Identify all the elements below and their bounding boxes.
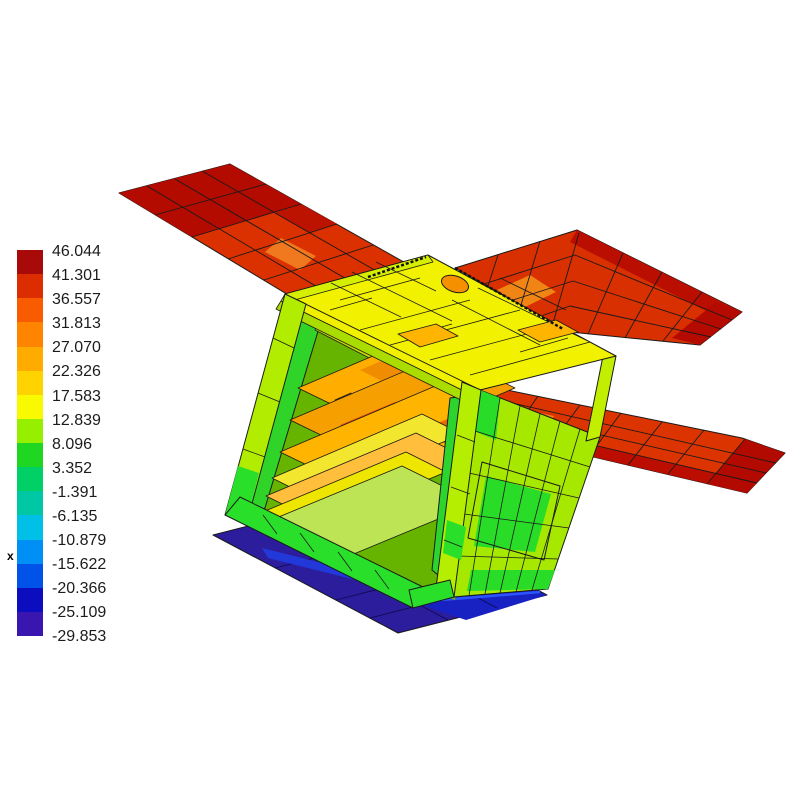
colorbar-tick-label: -6.135 [52, 508, 98, 525]
colorbar-tick-label: -10.879 [52, 532, 107, 549]
body-frame [224, 293, 482, 609]
colorbar-band [17, 370, 43, 395]
colorbar-tick-label: -29.853 [52, 628, 107, 645]
colorbar-band [17, 587, 43, 612]
colorbar-tick-label: 12.839 [52, 412, 101, 429]
colorbar-tick-label: -20.366 [52, 580, 107, 597]
colorbar-band [17, 346, 43, 371]
colorbar-band [17, 394, 43, 419]
right-face-panel-seam [467, 461, 561, 561]
colorbar-band [17, 274, 43, 299]
colorbar-tick-label: 17.583 [52, 388, 101, 405]
colorbar-band [17, 491, 43, 516]
colorbar [17, 250, 43, 636]
lower-wing-grid [476, 395, 777, 485]
body-right-face [452, 350, 617, 598]
colorbar-tick-label: 31.813 [52, 315, 101, 332]
top-face-mesh [329, 261, 591, 376]
colorbar-tick-label: 27.070 [52, 339, 101, 356]
colorbar-tick-label: 22.326 [52, 363, 101, 380]
body-top-face [284, 254, 617, 391]
top-antenna-patch [440, 274, 470, 294]
colorbar-tick-label: 46.044 [52, 243, 101, 260]
upper-right-solar-wing [454, 229, 743, 346]
colorbar-tick-label: -1.391 [52, 484, 98, 501]
colorbar-band [17, 515, 43, 540]
colorbar-band [17, 418, 43, 443]
colorbar-band [17, 322, 43, 347]
colorbar-tick-label: 41.301 [52, 267, 101, 284]
colorbar-band [17, 298, 43, 323]
colorbar-band [17, 250, 43, 275]
bottom-rim-right [408, 579, 455, 609]
colorbar-tick-label: 8.096 [52, 436, 93, 453]
colorbar-band [17, 443, 43, 468]
colorbar-tick-label: -15.622 [52, 556, 107, 573]
colorbar-band [17, 611, 43, 636]
plate-edge-highlight [427, 590, 541, 603]
colorbar-tick-label: -25.109 [52, 604, 107, 621]
colorbar-band [17, 563, 43, 588]
colorbar-tick-label: 3.352 [52, 460, 93, 477]
wing-attachment-seams [367, 255, 564, 331]
colorbar-band [17, 467, 43, 492]
x-axis-marker: x [7, 549, 14, 563]
colorbar-band [17, 539, 43, 564]
colorbar-tick-label: 36.557 [52, 291, 101, 308]
